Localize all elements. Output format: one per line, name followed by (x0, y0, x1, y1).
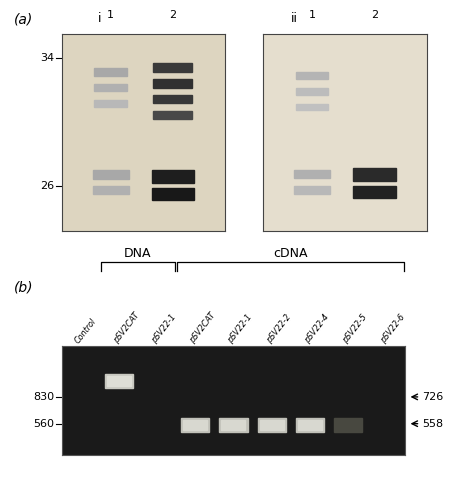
Bar (153, 111, 192, 119)
Text: (b): (b) (14, 280, 34, 294)
Text: 830: 830 (33, 392, 55, 402)
Bar (294, 186, 330, 194)
Bar (93, 169, 128, 179)
Text: 1: 1 (309, 10, 316, 20)
Bar (105, 374, 133, 388)
Bar (296, 88, 328, 95)
Bar (183, 420, 207, 430)
Text: ii: ii (291, 12, 297, 25)
Text: 558: 558 (422, 419, 443, 429)
Text: 2: 2 (169, 10, 176, 20)
Bar (257, 417, 286, 432)
Bar (260, 420, 283, 430)
Bar (353, 168, 395, 181)
Bar (298, 420, 322, 430)
Text: cDNA: cDNA (273, 247, 308, 260)
Text: i: i (98, 12, 101, 25)
Bar (219, 417, 247, 432)
Bar (296, 104, 328, 111)
Bar (153, 95, 192, 103)
Text: pSV22-5: pSV22-5 (341, 313, 369, 345)
Bar (353, 186, 395, 198)
Text: pSV2CAT: pSV2CAT (112, 311, 141, 345)
Text: pSV22-1: pSV22-1 (227, 313, 255, 345)
Text: Control: Control (73, 316, 99, 345)
Bar (152, 188, 194, 200)
Bar (94, 99, 127, 107)
Text: pSV22-4: pSV22-4 (303, 313, 331, 345)
Bar (107, 376, 131, 386)
Text: 1: 1 (107, 10, 114, 20)
Bar (153, 79, 192, 88)
Text: 34: 34 (40, 54, 55, 63)
Bar (296, 72, 328, 79)
Text: DNA: DNA (124, 247, 152, 260)
Text: pSV22-1: pSV22-1 (150, 313, 178, 345)
Bar (94, 84, 127, 91)
Text: pSV22-2: pSV22-2 (264, 313, 292, 345)
Bar (296, 417, 324, 432)
Text: 2: 2 (371, 10, 378, 20)
Text: 560: 560 (34, 419, 55, 429)
Text: 726: 726 (422, 392, 443, 402)
Bar (334, 417, 362, 432)
Text: (a): (a) (14, 12, 34, 26)
Bar (153, 63, 192, 72)
Text: pSV2CAT: pSV2CAT (188, 311, 218, 345)
Text: pSV22-6: pSV22-6 (379, 313, 407, 345)
Bar (181, 417, 210, 432)
Bar (221, 420, 246, 430)
Bar (93, 186, 128, 194)
Bar (294, 170, 330, 178)
Bar (152, 169, 194, 183)
Text: 26: 26 (40, 181, 55, 191)
Bar (94, 68, 127, 75)
